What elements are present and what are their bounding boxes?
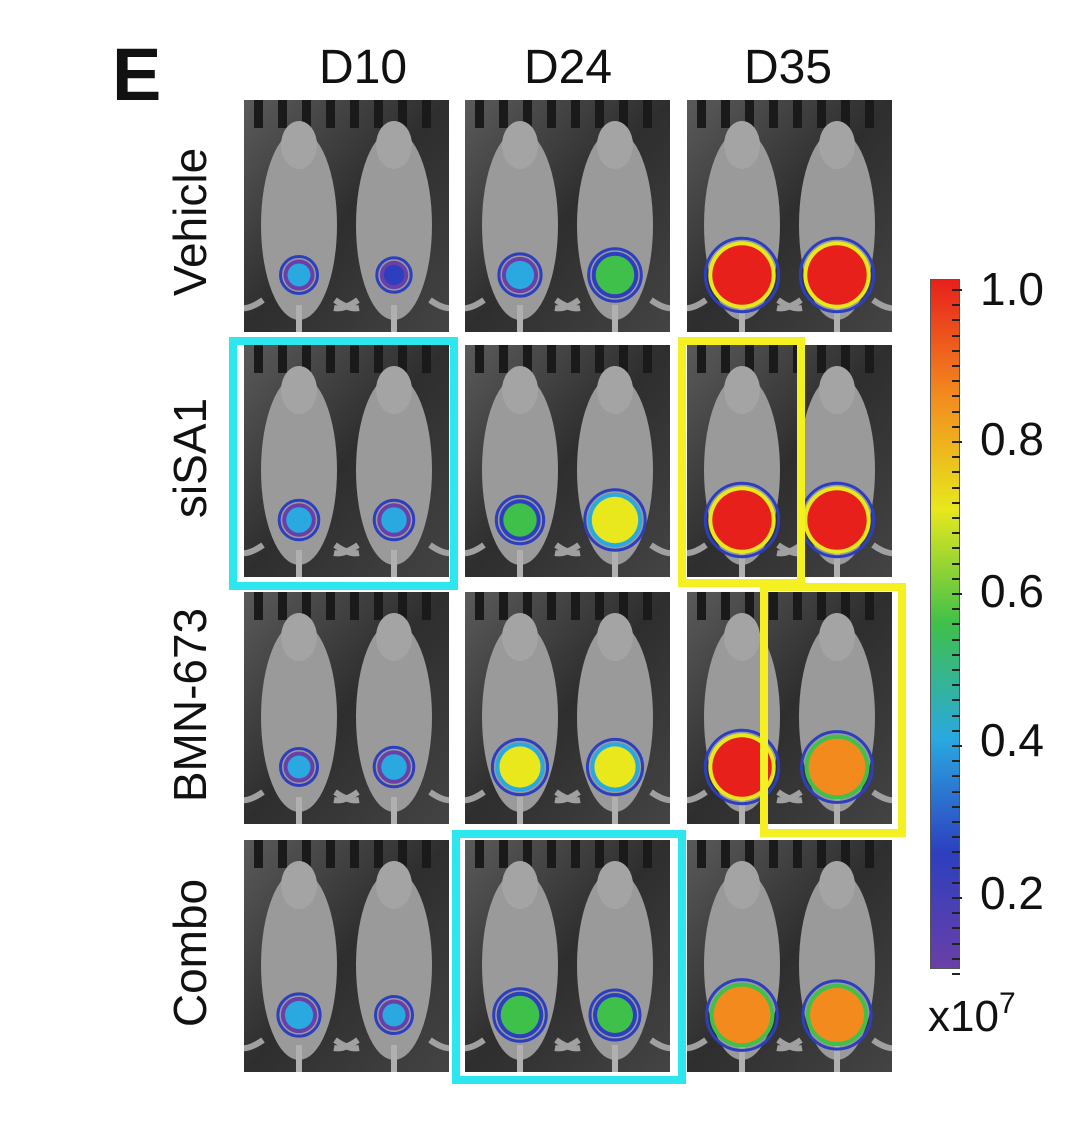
mouse-image-combo-d35 <box>687 840 892 1072</box>
colorbar-label-0-8: 0.8 <box>980 413 1044 465</box>
colorbar-minor-tick <box>952 942 960 945</box>
colorbar-minor-tick <box>952 349 960 352</box>
colorbar-minor-tick <box>952 805 960 808</box>
mouse-image-combo-d10 <box>244 840 449 1072</box>
colorbar-minor-tick <box>952 714 960 717</box>
column-label-d35: D35 <box>743 41 833 94</box>
colorbar-minor-tick <box>952 790 960 793</box>
colorbar-major-tick <box>952 289 962 291</box>
colorbar-minor-tick <box>952 608 960 611</box>
colorbar-major-tick <box>952 897 962 899</box>
mouse-image-combo-d24 <box>465 840 670 1072</box>
colorbar-minor-tick <box>952 912 960 915</box>
colorbar-minor-tick <box>952 638 960 641</box>
mouse-image-vehicle-d24 <box>465 100 670 332</box>
mouse-image-bmn673-d24 <box>465 592 670 824</box>
colorbar-unit: x107 <box>928 987 1016 1041</box>
colorbar-minor-tick <box>952 775 960 778</box>
colorbar-label-0-6: 0.6 <box>980 565 1044 617</box>
mouse-image-bmn673-d35 <box>687 592 892 824</box>
highlight-box-cyan-combo-d24 <box>452 830 686 1084</box>
colorbar-minor-tick <box>952 927 960 930</box>
colorbar-minor-tick <box>952 319 960 322</box>
colorbar-minor-tick <box>952 669 960 671</box>
colorbar-minor-tick <box>952 957 960 960</box>
colorbar-minor-tick <box>952 501 960 504</box>
mouse-image-vehicle-d10 <box>244 100 449 332</box>
colorbar-minor-tick <box>952 760 960 763</box>
highlight-box-yellow-sisa1-d35 <box>678 337 805 587</box>
colorbar-minor-tick <box>952 547 960 550</box>
colorbar-minor-tick <box>952 517 960 519</box>
colorbar-label-0-2: 0.2 <box>980 867 1044 919</box>
colorbar-minor-tick <box>952 562 960 565</box>
panel-label: E <box>112 33 162 116</box>
colorbar-minor-tick <box>952 973 960 975</box>
highlight-box-yellow-bmn673-d35 <box>760 583 906 837</box>
colorbar-minor-tick <box>952 684 960 687</box>
colorbar-minor-tick <box>952 881 960 884</box>
colorbar-minor-tick <box>952 821 960 823</box>
colorbar-major-tick <box>952 441 962 443</box>
colorbar-minor-tick <box>952 851 960 854</box>
highlight-box-cyan-sisa1-d10 <box>229 337 458 590</box>
colorbar-minor-tick <box>952 836 960 839</box>
mouse-image-vehicle-d35 <box>687 100 892 332</box>
colorbar-minor-tick <box>952 699 960 702</box>
colorbar-major-tick <box>952 593 962 595</box>
colorbar-minor-tick <box>952 577 960 580</box>
mouse-image-sisa1-d24 <box>465 345 670 577</box>
mouse-image-sisa1-d35 <box>687 345 892 577</box>
colorbar-minor-tick <box>952 380 960 383</box>
colorbar-minor-tick <box>952 395 960 398</box>
colorbar-minor-tick <box>952 425 960 428</box>
colorbar-minor-tick <box>952 532 960 535</box>
colorbar-label-1-0: 1.0 <box>980 263 1044 315</box>
colorbar-minor-tick <box>952 471 960 474</box>
colorbar-minor-tick <box>952 304 960 307</box>
colorbar-minor-tick <box>952 866 960 869</box>
colorbar-minor-tick <box>952 729 960 732</box>
colorbar-major-tick <box>952 745 962 747</box>
colorbar-minor-tick <box>952 486 960 489</box>
column-label-d24: D24 <box>523 41 613 94</box>
colorbar-minor-tick <box>952 456 960 459</box>
colorbar-minor-tick <box>952 365 960 367</box>
colorbar-label-0-4: 0.4 <box>980 714 1044 766</box>
column-label-d10: D10 <box>318 41 408 94</box>
colorbar-minor-tick <box>952 410 960 413</box>
mouse-image-sisa1-d10 <box>244 345 449 577</box>
mouse-image-bmn673-d10 <box>244 592 449 824</box>
colorbar-minor-tick <box>952 334 960 337</box>
colorbar-minor-tick <box>952 623 960 626</box>
colorbar-minor-tick <box>952 653 960 656</box>
